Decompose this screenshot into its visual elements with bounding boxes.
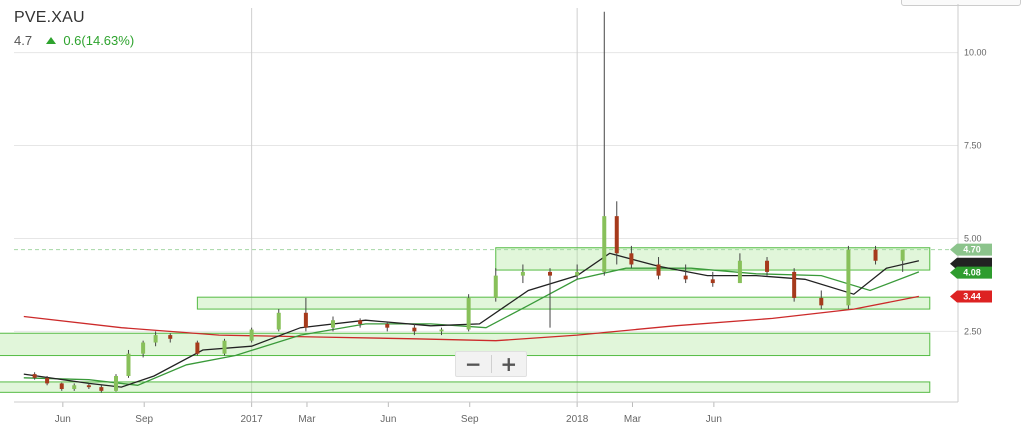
zoom-in-button[interactable]: + bbox=[500, 352, 518, 376]
x-tick-label: Mar bbox=[298, 414, 316, 425]
candle-body bbox=[168, 335, 173, 339]
ma-mid-line bbox=[23, 267, 920, 386]
candle-body bbox=[737, 260, 742, 284]
candle-body bbox=[493, 275, 498, 298]
price-badge-shape bbox=[950, 243, 992, 256]
candle-body bbox=[548, 271, 553, 276]
price-badge: 4.70 bbox=[950, 243, 992, 256]
candle-body bbox=[99, 387, 104, 391]
candle-body bbox=[358, 320, 363, 324]
candle-body bbox=[466, 297, 471, 330]
candle-body bbox=[72, 385, 77, 389]
x-tick-label: 2018 bbox=[566, 414, 589, 425]
x-tick-label: Mar bbox=[624, 414, 642, 425]
price-badge: 4.08 bbox=[950, 266, 992, 279]
candle-body bbox=[900, 249, 905, 261]
up-arrow-icon bbox=[45, 37, 56, 44]
candle-body bbox=[59, 383, 64, 389]
candle-body bbox=[575, 271, 580, 276]
candle-body bbox=[412, 327, 417, 332]
price-badge-label: 3.44 bbox=[963, 291, 981, 301]
candle-body bbox=[439, 329, 444, 332]
candle-body bbox=[141, 342, 146, 354]
candle-body bbox=[249, 329, 254, 341]
candle-body bbox=[195, 342, 200, 354]
price-zone-rect bbox=[0, 381, 931, 393]
x-tick-label: Jun bbox=[55, 414, 71, 425]
ticker-symbol: PVE.XAU bbox=[14, 9, 85, 26]
candle-body bbox=[520, 271, 525, 276]
candle-body bbox=[86, 385, 91, 388]
ma-long-line bbox=[23, 295, 920, 342]
candle-body bbox=[32, 374, 37, 378]
x-tick-label: Sep bbox=[461, 414, 479, 425]
y-tick-label: 5.00 bbox=[964, 233, 982, 243]
candle-body bbox=[683, 275, 688, 280]
last-price: 4.7 bbox=[14, 33, 33, 48]
zoom-control: − + bbox=[455, 351, 527, 377]
price-zone-rect bbox=[196, 296, 931, 310]
candle-body bbox=[45, 377, 50, 384]
price-badge-shape bbox=[950, 266, 992, 279]
candle-body bbox=[819, 297, 824, 306]
candle-body bbox=[331, 320, 336, 328]
candle-body bbox=[629, 253, 634, 265]
candle-body bbox=[765, 260, 770, 272]
zoom-divider bbox=[490, 355, 492, 373]
candle-body bbox=[656, 264, 661, 276]
candle-body bbox=[385, 323, 390, 328]
toolbar-widget[interactable] bbox=[901, 0, 1021, 6]
quote-header: PVE.XAU 4.7 0.6(14.63%) bbox=[14, 9, 134, 48]
candle-body bbox=[303, 312, 308, 328]
quote-row: 4.7 0.6(14.63%) bbox=[14, 33, 134, 48]
candle-body bbox=[710, 279, 715, 284]
y-tick-label: 2.50 bbox=[964, 326, 982, 336]
candle-body bbox=[153, 335, 158, 343]
candle-body bbox=[614, 216, 619, 254]
price-zone-rect bbox=[495, 247, 931, 271]
candle-body bbox=[276, 312, 281, 330]
candle-body bbox=[873, 249, 878, 261]
price-badge-label: 4.70 bbox=[963, 245, 981, 255]
candle-body bbox=[113, 375, 118, 391]
zoom-out-button[interactable]: − bbox=[464, 352, 482, 376]
price-badge-shape bbox=[950, 290, 992, 303]
y-tick-label: 7.50 bbox=[964, 141, 982, 151]
y-tick-label: 10.00 bbox=[964, 48, 987, 58]
candle-body bbox=[602, 216, 607, 272]
candle-body bbox=[846, 249, 851, 306]
ma-short-line bbox=[23, 252, 920, 388]
candle-body bbox=[222, 340, 227, 354]
x-tick-label: Jun bbox=[380, 414, 396, 425]
price-badge: 3.44 bbox=[950, 290, 992, 303]
price-badge-label: 4.08 bbox=[963, 268, 981, 278]
x-tick-label: Sep bbox=[135, 414, 153, 425]
x-tick-label: 2017 bbox=[241, 414, 264, 425]
candle-body bbox=[126, 353, 131, 376]
candle-body bbox=[792, 271, 797, 298]
price-change: 0.6(14.63%) bbox=[63, 33, 135, 48]
x-tick-label: Jun bbox=[706, 414, 722, 425]
